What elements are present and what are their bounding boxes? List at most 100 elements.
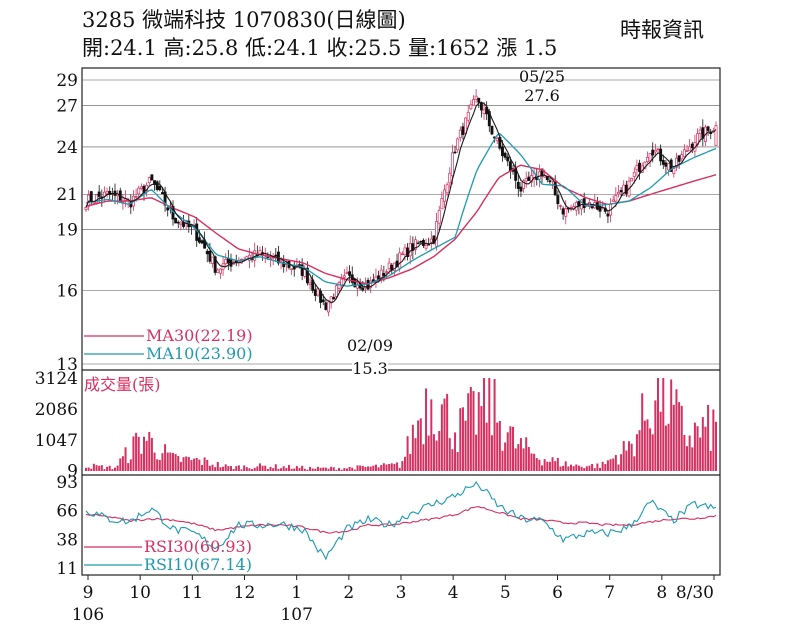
- rsi-tick-label: 11: [56, 559, 78, 579]
- volume-bar: [100, 465, 103, 471]
- volume-bar: [472, 391, 475, 471]
- volume-bar: [715, 421, 717, 471]
- volume-bar: [498, 421, 501, 471]
- candle-body: [369, 280, 373, 288]
- candle-body: [166, 207, 170, 211]
- volume-bar: [179, 461, 182, 471]
- volume-bar: [264, 465, 267, 471]
- volume-bar: [488, 378, 491, 471]
- volume-bar: [680, 405, 683, 471]
- candle-body: [477, 97, 481, 103]
- source-label: 時報資訊: [620, 18, 704, 42]
- candle-body: [646, 157, 649, 162]
- x-month-label: 6: [552, 583, 563, 603]
- volume-bar: [438, 431, 441, 471]
- candle-body: [450, 152, 454, 176]
- volume-bar: [243, 465, 246, 471]
- volume-bars: [85, 378, 717, 471]
- volume-bar: [440, 404, 443, 471]
- candle-body: [197, 237, 201, 243]
- candle-body: [469, 104, 473, 110]
- volume-bar: [251, 469, 254, 471]
- candle-body: [387, 262, 391, 269]
- candle-body: [445, 184, 449, 194]
- x-month-label: 12: [234, 583, 256, 603]
- candle-body: [382, 273, 386, 277]
- volume-bar: [374, 464, 377, 471]
- volume-bar: [596, 463, 599, 471]
- volume-bar: [240, 469, 243, 471]
- volume-bar: [108, 465, 111, 471]
- volume-bar: [693, 422, 696, 471]
- volume-bar: [620, 454, 623, 471]
- candle-body: [282, 262, 286, 268]
- volume-bar: [119, 458, 122, 471]
- volume-bar: [477, 392, 480, 471]
- candle-body: [392, 262, 396, 272]
- volume-bar: [153, 452, 156, 471]
- candle-body: [342, 275, 346, 278]
- candle-body: [321, 299, 325, 303]
- candle-body: [706, 126, 710, 131]
- volume-bar: [274, 464, 277, 471]
- candle-body: [211, 256, 214, 264]
- volume-bar: [664, 425, 667, 471]
- candle-body: [334, 285, 338, 297]
- volume-bar: [295, 466, 298, 471]
- volume-bar: [678, 402, 681, 471]
- candle-body: [564, 208, 568, 217]
- volume-bar: [432, 434, 435, 471]
- chart-title-line: 3285 微端科技 1070830(日線圖): [82, 8, 406, 32]
- candle-body: [690, 143, 694, 149]
- volume-bar: [98, 465, 101, 471]
- rsi-legend-label: RSI10(67.14): [144, 555, 252, 574]
- volume-bar: [419, 418, 422, 471]
- volume-bar: [129, 459, 132, 471]
- candle-body: [479, 102, 483, 111]
- candle-body: [224, 259, 228, 265]
- volume-bar: [628, 441, 631, 471]
- volume-bar: [200, 465, 203, 471]
- volume-bar: [509, 426, 512, 471]
- volume-bar: [353, 469, 356, 471]
- volume-bar: [469, 386, 472, 471]
- candle-body: [92, 201, 96, 204]
- candle-body: [495, 138, 499, 142]
- volume-bar: [177, 455, 180, 471]
- volume-bar: [614, 455, 617, 471]
- volume-bar: [414, 438, 417, 471]
- volume-bar: [646, 419, 649, 471]
- volume-bar: [229, 466, 232, 471]
- volume-bar: [533, 453, 536, 471]
- volume-bar: [504, 442, 507, 471]
- volume-bar: [541, 465, 544, 471]
- volume-bar: [227, 466, 230, 471]
- volume-bar: [222, 466, 225, 471]
- volume-bar: [427, 435, 430, 471]
- volume-bar: [461, 407, 464, 471]
- candle-body: [366, 279, 370, 290]
- low-value-bg: [352, 360, 388, 374]
- volume-bar: [593, 468, 596, 471]
- volume-bar: [343, 468, 346, 471]
- candle-body: [632, 171, 636, 177]
- candle-body: [506, 156, 510, 162]
- volume-bar: [525, 437, 528, 471]
- volume-bar: [261, 465, 264, 471]
- volume-bar: [691, 447, 694, 471]
- volume-bar: [327, 468, 330, 471]
- candle-body: [408, 243, 412, 257]
- volume-bar: [258, 463, 261, 471]
- candle-body: [559, 205, 562, 207]
- candle-body: [648, 153, 652, 162]
- candle-body: [443, 189, 446, 202]
- volume-bar: [446, 393, 449, 471]
- volume-bar: [512, 426, 515, 471]
- volume-bar: [548, 461, 551, 471]
- candle-body: [548, 180, 552, 183]
- candle-body: [556, 195, 560, 205]
- candle-body: [619, 190, 623, 193]
- x-year-label: 107: [280, 605, 312, 625]
- volume-bar: [103, 469, 106, 471]
- volume-bar: [493, 378, 496, 471]
